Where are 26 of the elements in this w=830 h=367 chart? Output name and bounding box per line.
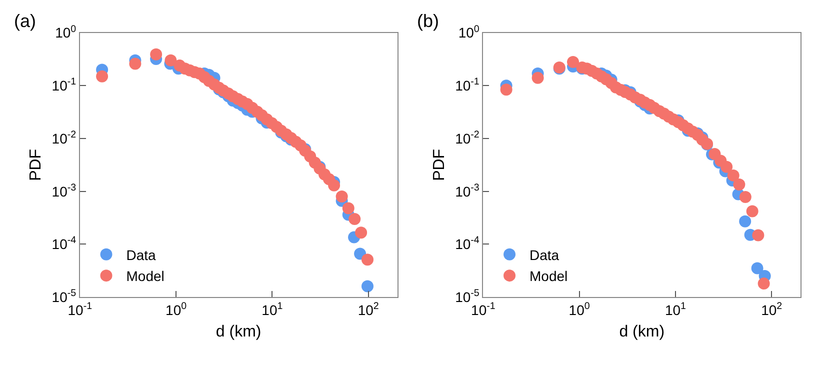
legend-label: Model [530, 268, 568, 284]
y-tick-label: 10$^{-3}$ [455, 182, 480, 200]
chart-title: (a) [14, 11, 36, 31]
y-tick-label: 10$^{-4}$ [52, 235, 77, 252]
y-axis-title: PDF [430, 148, 448, 181]
legend-label: Data [530, 246, 560, 263]
y-tick-label: 10$^{-4}$ [455, 235, 480, 252]
legend-label: Data [126, 246, 156, 263]
x-tick-label: 10$^{1}$ [262, 300, 283, 318]
x-tick-label: 10$^{2}$ [358, 300, 379, 318]
y-axis-title: PDF [28, 148, 45, 181]
x-axis-title: d (km) [619, 324, 665, 341]
y-tick-label: 10$^{-3}$ [52, 182, 77, 200]
y-tick-label: 10$^{-1}$ [52, 76, 76, 94]
x-tick-label: 10$^{1}$ [664, 300, 686, 318]
y-tick-label: 10$^{0}$ [55, 24, 77, 41]
chart-title: (b) [417, 11, 439, 31]
y-tick-label: 10$^{-2}$ [52, 130, 76, 146]
legend-label: Model [126, 268, 164, 284]
x-tick-label: 10$^{2}$ [761, 300, 782, 318]
x-tick-label: 10$^{0}$ [568, 300, 590, 318]
y-tick-label: 10$^{0}$ [458, 24, 480, 41]
y-tick-label: 10$^{-2}$ [455, 130, 480, 146]
x-tick-label: 10$^{0}$ [166, 300, 188, 318]
x-axis-title: d (km) [216, 324, 262, 341]
y-tick-label: 10$^{-1}$ [455, 76, 480, 94]
